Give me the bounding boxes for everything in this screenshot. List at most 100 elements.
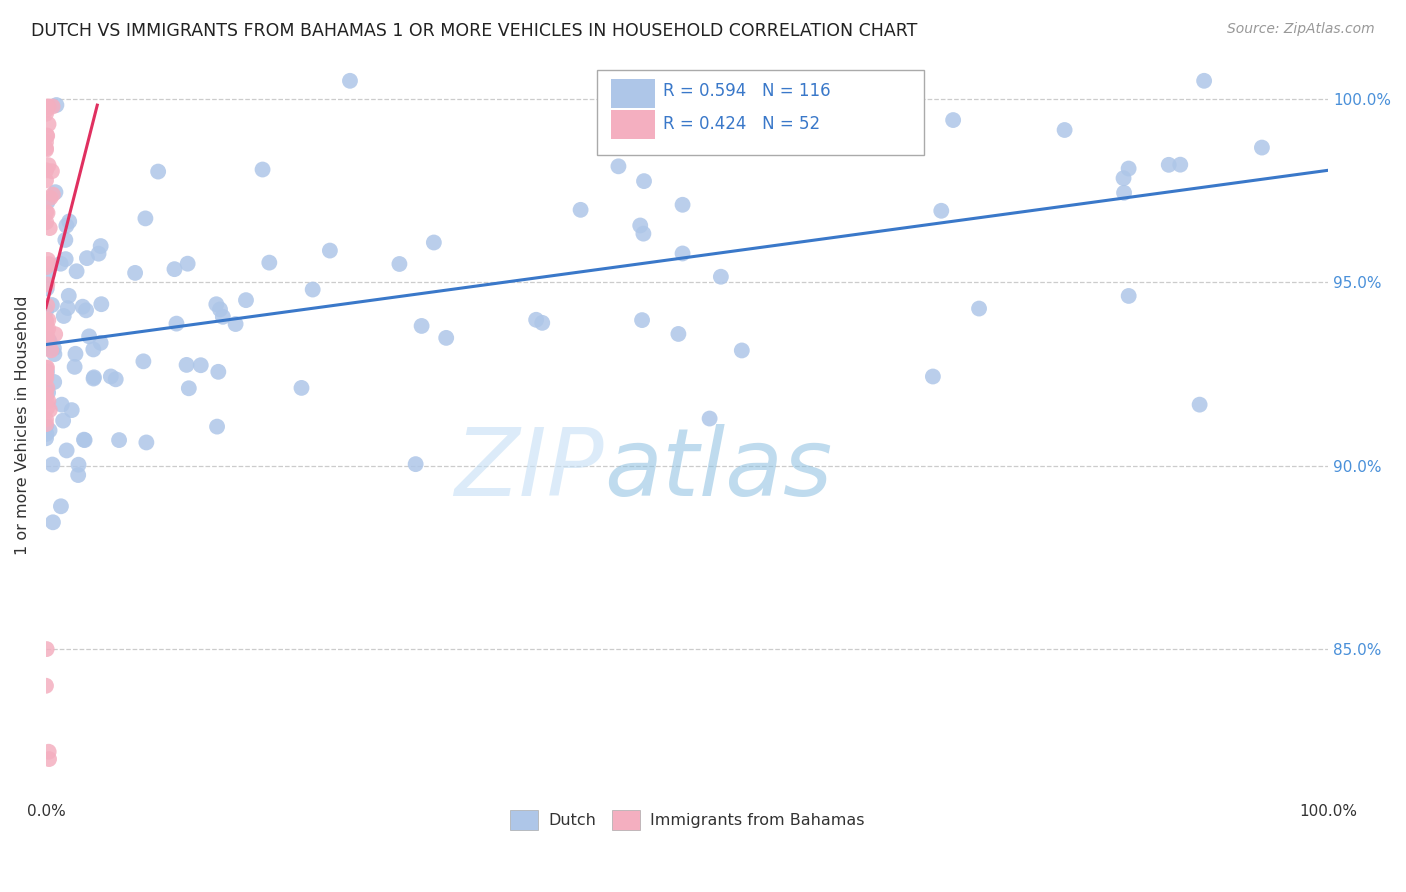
Point [90,335,112,350]
Point [596,82,619,96]
Point [37,128,59,143]
Point [35,315,58,329]
Point [41,458,63,472]
Point [73,433,96,447]
Point [205,297,228,311]
Point [607,159,630,173]
Point [205,419,228,434]
Point [38,117,60,131]
Point [51,398,73,412]
Point [207,365,229,379]
Point [38,257,60,271]
Point [569,202,592,217]
Point [1251,140,1274,154]
Point [45,98,67,112]
Point [63,359,86,374]
Point [631,313,654,327]
Point [35,205,58,219]
Point [524,312,547,326]
Point [176,358,198,372]
Point [37,321,59,335]
Point [252,162,274,177]
Point [38,403,60,417]
Point [177,381,200,395]
Point [83,370,105,384]
Point [35,322,58,336]
Point [42,341,65,355]
Point [90,297,112,311]
Point [35,417,58,431]
Point [124,266,146,280]
Point [39,343,62,358]
Point [56,301,79,315]
Point [132,354,155,368]
Point [35,679,58,693]
Point [633,227,655,241]
Point [35,383,58,397]
Point [135,435,157,450]
Point [104,372,127,386]
Point [55,252,77,266]
Y-axis label: 1 or more Vehicles in Household: 1 or more Vehicles in Household [15,295,30,555]
Point [37,268,59,282]
Point [55,219,77,233]
Point [44,185,66,199]
Point [35,100,58,114]
FancyBboxPatch shape [598,70,924,155]
Point [633,174,655,188]
Point [731,343,754,358]
Point [65,264,87,278]
Point [60,403,83,417]
Point [967,301,990,316]
Point [35,128,58,143]
Point [87,246,110,260]
Point [1192,74,1215,88]
Point [35,341,58,355]
Point [176,257,198,271]
Point [55,443,77,458]
Point [423,235,446,250]
Point [35,260,58,275]
Point [49,257,72,271]
Point [108,433,131,447]
Point [35,313,58,327]
Point [1118,161,1140,176]
Point [166,317,188,331]
Point [38,752,60,766]
Point [208,302,231,317]
Point [35,367,58,381]
Text: R = 0.594   N = 116: R = 0.594 N = 116 [662,82,831,100]
Point [35,419,58,434]
Point [1112,171,1135,186]
Point [37,333,59,347]
Point [671,198,693,212]
Point [76,251,98,265]
Point [35,163,58,178]
Point [35,394,58,409]
Point [38,745,60,759]
Point [44,375,66,389]
Point [75,303,97,318]
Point [37,277,59,292]
Point [37,194,59,209]
Text: R = 0.424   N = 52: R = 0.424 N = 52 [662,115,820,133]
Point [1157,158,1180,172]
Point [37,313,59,327]
Point [38,334,60,349]
Point [38,158,60,172]
Point [668,326,690,341]
Point [35,143,58,157]
Point [35,107,58,121]
Point [73,433,96,447]
Point [44,347,66,361]
Point [35,365,58,379]
Point [90,239,112,253]
Point [37,252,59,267]
Point [38,221,60,235]
Point [83,371,105,385]
Point [58,214,80,228]
Point [671,246,693,260]
Point [388,257,411,271]
Point [49,500,72,514]
Point [35,426,58,441]
